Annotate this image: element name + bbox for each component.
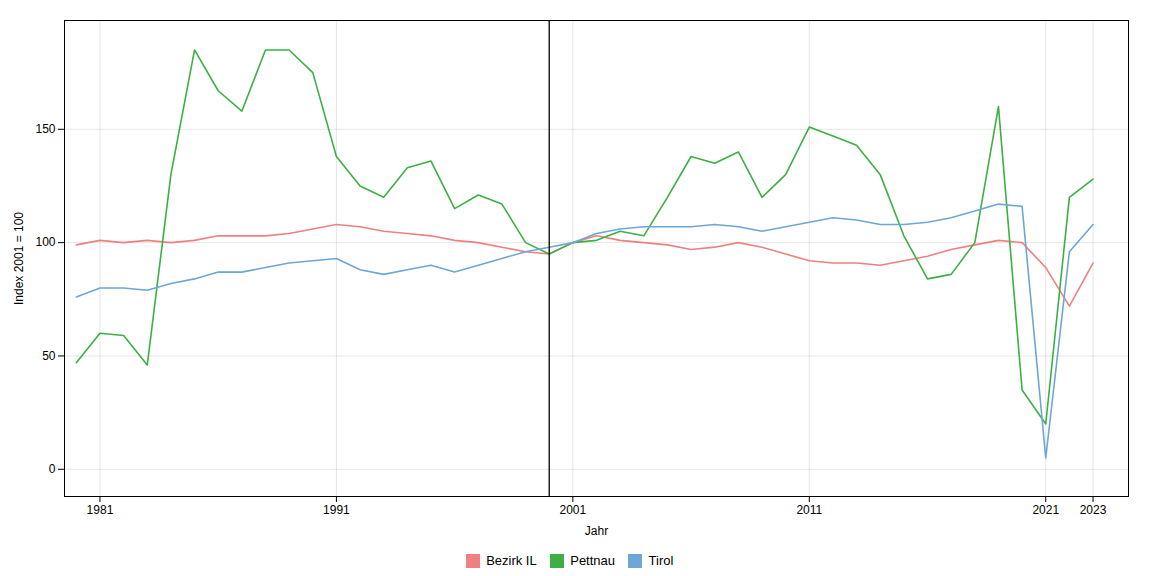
html-text:Pettnau: Pettnau (570, 553, 615, 568)
svg-text:50: 50 (42, 349, 56, 363)
svg-text:100: 100 (35, 235, 55, 249)
html-text:Bezirk IL: Bezirk IL (486, 553, 537, 568)
svg-text:2023: 2023 (1080, 503, 1107, 517)
svg-text:Jahr: Jahr (585, 524, 608, 538)
html-text:Tirol: Tirol (648, 553, 674, 568)
svg-text:2021: 2021 (1032, 503, 1059, 517)
svg-text:2011: 2011 (796, 503, 822, 517)
svg-text:2001: 2001 (560, 503, 587, 517)
svg-text:0: 0 (49, 462, 56, 476)
svg-text:150: 150 (35, 122, 55, 136)
svg-text:1981: 1981 (87, 503, 114, 517)
svg-text:1991: 1991 (323, 503, 350, 517)
svg-text:Index 2001 = 100: Index 2001 = 100 (12, 212, 26, 305)
